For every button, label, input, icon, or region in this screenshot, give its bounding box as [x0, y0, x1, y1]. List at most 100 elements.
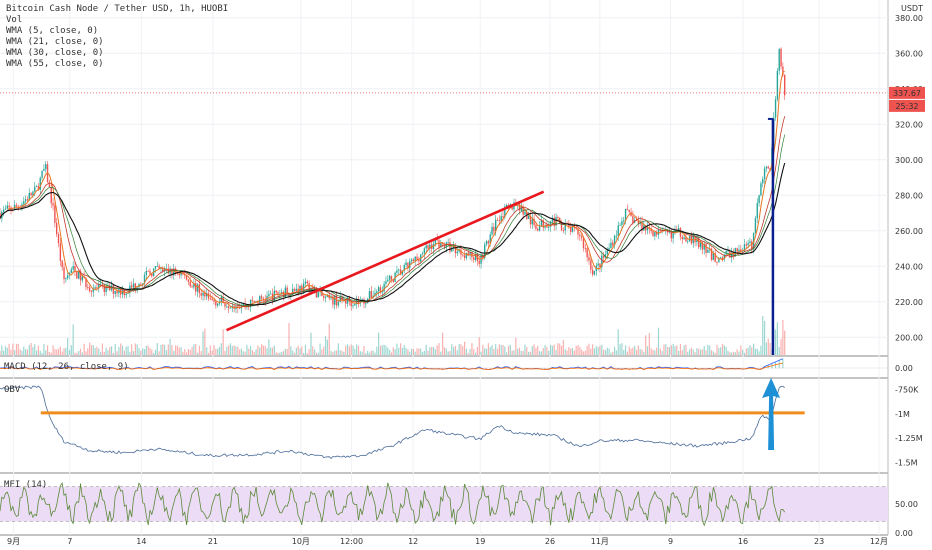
- volume-bar: [346, 344, 349, 355]
- volume-bar: [524, 344, 526, 355]
- macd-hist: [39, 368, 41, 370]
- volume-bar: [703, 345, 705, 355]
- candle: [535, 225, 537, 229]
- candle: [167, 268, 169, 274]
- volume-bar: [334, 350, 336, 355]
- volume-bar: [30, 343, 32, 355]
- volume-bar: [698, 348, 700, 355]
- volume-bar: [45, 350, 47, 355]
- candle: [681, 236, 683, 240]
- candle: [398, 269, 400, 271]
- candle: [130, 285, 133, 288]
- candle: [211, 298, 213, 300]
- volume-bar: [167, 344, 169, 355]
- volume-bar: [581, 349, 583, 355]
- candle: [760, 183, 762, 196]
- volume-bar: [147, 345, 149, 355]
- volume-bar: [537, 345, 539, 355]
- candle: [387, 279, 389, 282]
- volume-bar: [593, 348, 596, 355]
- candle: [657, 229, 660, 235]
- candle: [141, 283, 144, 285]
- x-tick-label: 10月: [292, 537, 310, 546]
- volume-bar: [456, 350, 458, 355]
- candle: [302, 283, 305, 292]
- volume-bar: [160, 344, 162, 355]
- candle: [229, 307, 232, 309]
- candle: [654, 232, 656, 237]
- candle: [685, 237, 687, 242]
- volume-bar: [59, 346, 61, 355]
- volume-bar: [518, 347, 521, 355]
- candle: [537, 228, 539, 231]
- volume-bar: [129, 351, 131, 355]
- volume-bar: [306, 352, 308, 355]
- volume-bar: [694, 352, 696, 355]
- volume-bar: [615, 350, 618, 355]
- volume-bar: [271, 347, 274, 355]
- candle: [469, 252, 471, 256]
- candle: [546, 225, 548, 228]
- volume-bar: [592, 344, 594, 355]
- volume-bar: [180, 347, 182, 355]
- volume-bar: [438, 343, 440, 355]
- volume-bar: [672, 343, 674, 355]
- candle: [591, 269, 594, 275]
- candle: [484, 244, 486, 259]
- volume-bar: [665, 344, 667, 355]
- candle: [440, 243, 442, 248]
- candle: [6, 205, 9, 209]
- volume-bar: [511, 350, 513, 355]
- volume-bar: [478, 337, 480, 355]
- candle: [339, 295, 341, 303]
- candle: [714, 253, 716, 263]
- candle: [195, 283, 197, 292]
- candle: [134, 283, 137, 289]
- volume-bar: [681, 350, 683, 355]
- candle: [143, 274, 146, 284]
- macd-hist: [442, 368, 444, 370]
- candle: [698, 238, 700, 248]
- mfi-line: [0, 482, 786, 527]
- volume-bar: [41, 352, 43, 355]
- y-tick-label: 260.00: [895, 227, 923, 236]
- candle: [749, 241, 751, 244]
- macd-hist: [712, 368, 714, 370]
- volume-bar: [471, 343, 473, 355]
- candle: [301, 285, 303, 292]
- volume-bar: [674, 346, 676, 355]
- volume-bar: [529, 351, 532, 355]
- volume-bar: [153, 352, 155, 355]
- volume-bar: [85, 351, 87, 355]
- candle: [173, 268, 175, 276]
- candle: [140, 283, 142, 285]
- candle: [385, 281, 387, 284]
- candle: [418, 258, 420, 262]
- volume-bar: [613, 346, 616, 355]
- candle: [485, 241, 488, 245]
- candle: [264, 299, 266, 302]
- candle: [149, 271, 151, 274]
- volume-bar: [667, 347, 669, 355]
- candle: [538, 225, 541, 231]
- volume-bar: [156, 343, 158, 355]
- volume-bar: [151, 349, 153, 355]
- volume-bar: [454, 345, 457, 355]
- volume-bar: [443, 347, 446, 355]
- volume-bar: [4, 346, 7, 355]
- countdown-tag: [889, 99, 925, 112]
- candle: [683, 237, 685, 240]
- volume-bar: [235, 346, 237, 355]
- volume-bar: [374, 352, 376, 355]
- volume-bar: [378, 332, 380, 355]
- macd-hist: [273, 368, 275, 370]
- volume-bar: [211, 350, 213, 355]
- candle: [765, 166, 768, 169]
- volume-bar: [551, 345, 554, 355]
- volume-bar: [264, 345, 266, 355]
- mfi-label: MFI (14): [4, 480, 48, 490]
- volume-bar: [540, 351, 543, 355]
- candle: [193, 283, 195, 288]
- volume-bar: [458, 343, 460, 355]
